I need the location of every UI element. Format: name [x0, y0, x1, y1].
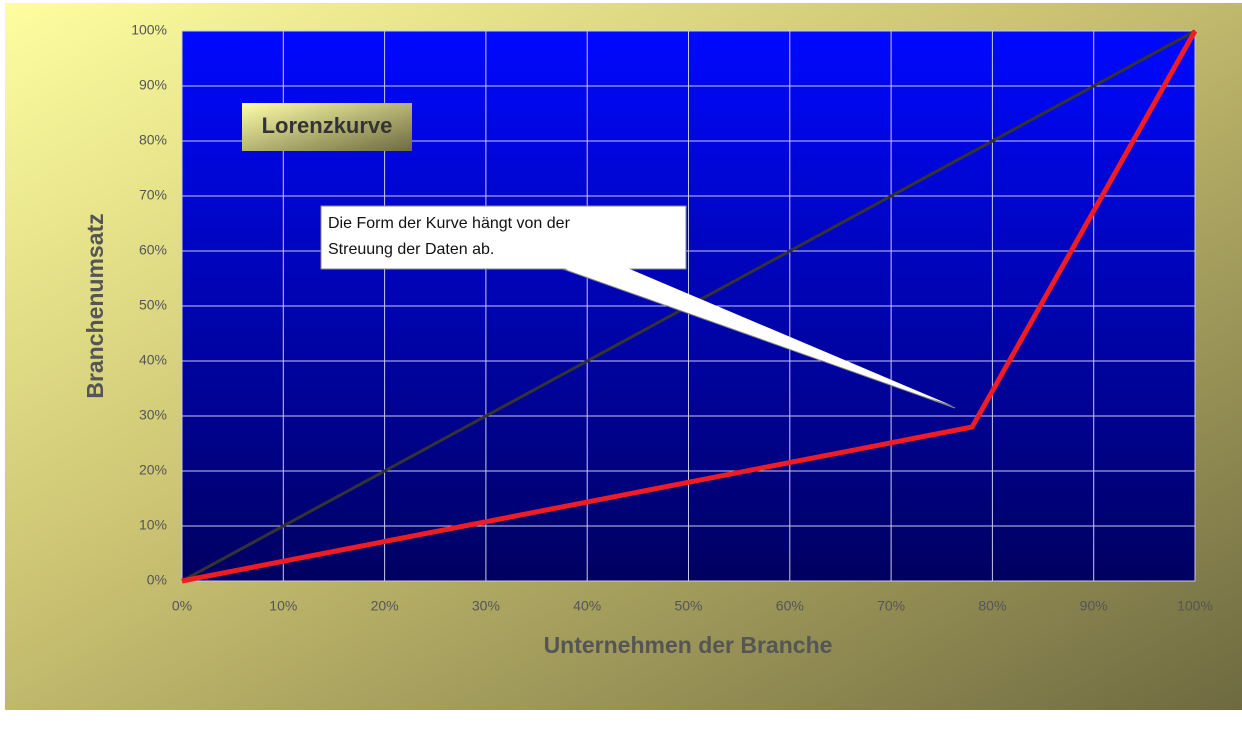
y-tick-label: 50% [139, 297, 167, 313]
y-tick-label: 40% [139, 352, 167, 368]
y-tick-label: 20% [139, 462, 167, 478]
x-tick-label: 20% [371, 598, 399, 614]
y-tick-label: 80% [139, 132, 167, 148]
callout-box [320, 205, 687, 270]
x-tick-label: 80% [978, 598, 1006, 614]
x-axis-label: Unternehmen der Branche [544, 632, 833, 658]
callout-pointer-fill [561, 267, 953, 406]
y-axis-label: Branchenumsatz [82, 213, 108, 398]
y-tick-label: 60% [139, 242, 167, 258]
y-tick-label: 100% [131, 22, 167, 38]
annotation-line: Die Form der Kurve hängt von der [328, 215, 571, 232]
x-tick-label: 50% [674, 598, 702, 614]
x-tick-label: 0% [172, 598, 192, 614]
y-tick-label: 10% [139, 517, 167, 533]
y-tick-label: 30% [139, 407, 167, 423]
x-tick-label: 90% [1080, 598, 1108, 614]
x-tick-label: 60% [776, 598, 804, 614]
y-tick-label: 90% [139, 77, 167, 93]
x-tick-label: 40% [573, 598, 601, 614]
title-box [242, 103, 412, 151]
x-tick-label: 100% [1177, 598, 1213, 614]
x-tick-label: 70% [877, 598, 905, 614]
annotation-line: Streuung der Daten ab. [328, 241, 494, 258]
data-line [181, 29, 1198, 584]
x-tick-label: 30% [472, 598, 500, 614]
chart-title: Lorenzkurve [262, 113, 393, 138]
x-tick-label: 10% [269, 598, 297, 614]
y-tick-label: 0% [147, 572, 167, 588]
y-tick-label: 70% [139, 187, 167, 203]
